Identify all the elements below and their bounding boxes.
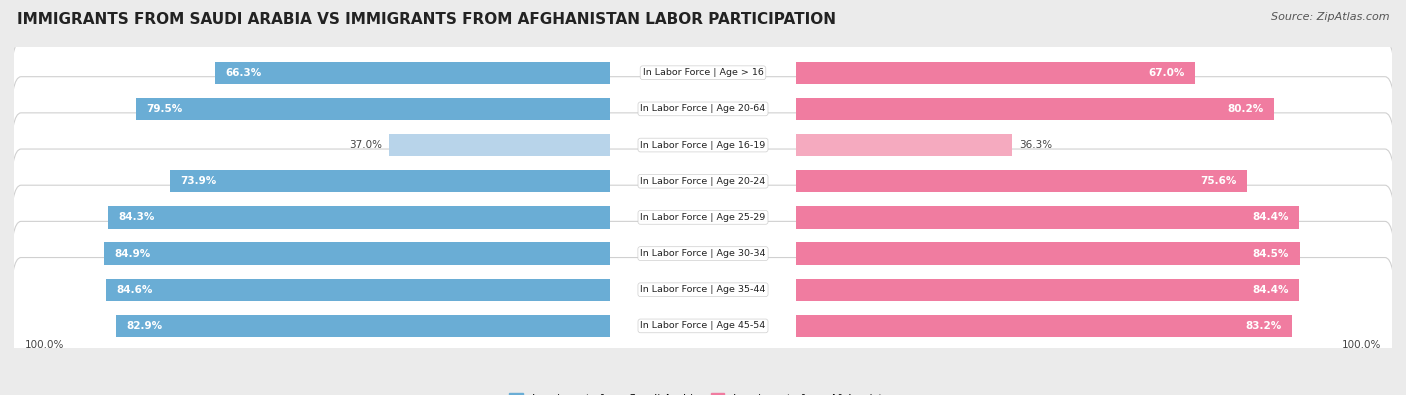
Text: In Labor Force | Age 25-29: In Labor Force | Age 25-29	[640, 213, 766, 222]
Text: IMMIGRANTS FROM SAUDI ARABIA VS IMMIGRANTS FROM AFGHANISTAN LABOR PARTICIPATION: IMMIGRANTS FROM SAUDI ARABIA VS IMMIGRAN…	[17, 12, 837, 27]
FancyBboxPatch shape	[11, 258, 1395, 394]
Bar	[136, 98, 610, 120]
Text: 36.3%: 36.3%	[1019, 140, 1052, 150]
FancyBboxPatch shape	[11, 221, 1395, 358]
Text: In Labor Force | Age 20-64: In Labor Force | Age 20-64	[640, 104, 766, 113]
FancyBboxPatch shape	[11, 41, 1395, 177]
Legend: Immigrants from Saudi Arabia, Immigrants from Afghanistan: Immigrants from Saudi Arabia, Immigrants…	[505, 389, 901, 395]
Text: 83.2%: 83.2%	[1246, 321, 1281, 331]
Text: 66.3%: 66.3%	[225, 68, 262, 78]
Text: Source: ZipAtlas.com: Source: ZipAtlas.com	[1271, 12, 1389, 22]
Text: In Labor Force | Age > 16: In Labor Force | Age > 16	[643, 68, 763, 77]
Text: 100.0%: 100.0%	[1343, 340, 1382, 350]
Text: In Labor Force | Age 35-44: In Labor Force | Age 35-44	[640, 285, 766, 294]
Bar	[108, 206, 610, 229]
Bar	[389, 134, 610, 156]
Text: 84.5%: 84.5%	[1253, 248, 1289, 259]
Bar	[796, 98, 1274, 120]
Text: 84.6%: 84.6%	[117, 285, 152, 295]
FancyBboxPatch shape	[11, 149, 1395, 286]
Text: 84.9%: 84.9%	[114, 248, 150, 259]
FancyBboxPatch shape	[11, 113, 1395, 250]
Bar	[170, 170, 610, 192]
Bar	[104, 243, 610, 265]
Text: 67.0%: 67.0%	[1149, 68, 1185, 78]
Text: 80.2%: 80.2%	[1227, 104, 1264, 114]
Bar	[105, 278, 610, 301]
FancyBboxPatch shape	[11, 185, 1395, 322]
Bar	[796, 243, 1299, 265]
Bar	[796, 62, 1195, 84]
Bar	[796, 170, 1247, 192]
Text: 84.4%: 84.4%	[1253, 213, 1289, 222]
Bar	[115, 315, 610, 337]
Text: 75.6%: 75.6%	[1199, 176, 1236, 186]
Bar	[796, 206, 1299, 229]
Text: In Labor Force | Age 20-24: In Labor Force | Age 20-24	[640, 177, 766, 186]
Bar	[796, 315, 1292, 337]
Text: 84.3%: 84.3%	[118, 213, 155, 222]
Bar	[796, 134, 1012, 156]
Text: In Labor Force | Age 30-34: In Labor Force | Age 30-34	[640, 249, 766, 258]
Text: 84.4%: 84.4%	[1253, 285, 1289, 295]
FancyBboxPatch shape	[11, 4, 1395, 141]
Text: In Labor Force | Age 45-54: In Labor Force | Age 45-54	[640, 322, 766, 330]
Text: 100.0%: 100.0%	[24, 340, 63, 350]
Text: 37.0%: 37.0%	[350, 140, 382, 150]
Bar	[796, 278, 1299, 301]
FancyBboxPatch shape	[11, 77, 1395, 213]
Text: In Labor Force | Age 16-19: In Labor Force | Age 16-19	[640, 141, 766, 150]
Text: 73.9%: 73.9%	[180, 176, 217, 186]
Text: 79.5%: 79.5%	[146, 104, 183, 114]
Text: 82.9%: 82.9%	[127, 321, 163, 331]
Bar	[215, 62, 610, 84]
